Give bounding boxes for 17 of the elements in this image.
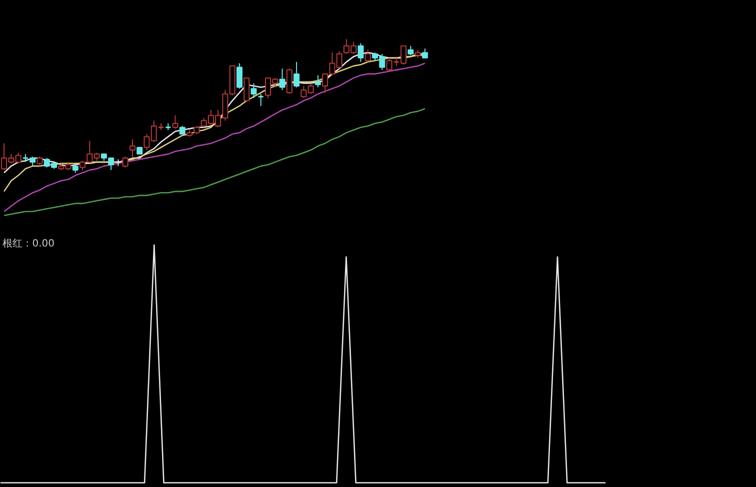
candlestick bbox=[314, 74, 321, 88]
candlestick bbox=[236, 62, 242, 90]
candlestick bbox=[279, 68, 286, 90]
candlestick bbox=[122, 156, 128, 168]
candlestick bbox=[250, 82, 257, 98]
candlestick bbox=[408, 45, 414, 56]
candlestick bbox=[358, 42, 364, 62]
candlestick bbox=[286, 68, 292, 94]
candlestick bbox=[36, 156, 43, 167]
candlestick bbox=[364, 49, 371, 62]
chart-title: 根红 : 0.00 bbox=[2, 238, 54, 250]
candlestick bbox=[172, 114, 178, 130]
candlestick bbox=[294, 61, 300, 88]
candlestick bbox=[129, 138, 136, 159]
candlestick bbox=[258, 93, 264, 106]
candlestick bbox=[244, 77, 250, 102]
candlestick bbox=[422, 48, 428, 58]
